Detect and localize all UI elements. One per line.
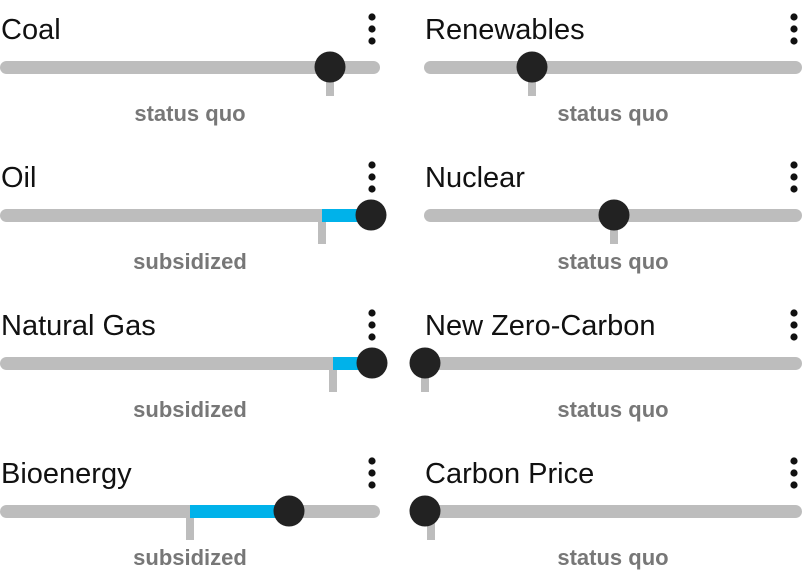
menu-dot[interactable] xyxy=(790,309,798,317)
menu-dot[interactable] xyxy=(368,309,376,317)
menu-dot[interactable] xyxy=(368,185,376,193)
slider-thumb[interactable] xyxy=(598,199,630,231)
slider-track xyxy=(424,357,802,370)
slider-label: Bioenergy xyxy=(1,458,132,490)
default-marker xyxy=(329,364,337,392)
slider-thumb[interactable] xyxy=(409,347,441,379)
menu-dot[interactable] xyxy=(790,481,798,489)
slider-status: subsidized xyxy=(133,397,247,422)
slider-track xyxy=(0,209,380,222)
slider-label: Nuclear xyxy=(425,162,525,194)
menu-dot[interactable] xyxy=(368,37,376,45)
menu-dot[interactable] xyxy=(368,13,376,21)
slider-fill xyxy=(190,505,289,518)
slider-label: Oil xyxy=(1,162,36,194)
menu-dot[interactable] xyxy=(790,185,798,193)
slider-status: status quo xyxy=(557,397,668,422)
menu-dot[interactable] xyxy=(368,173,376,181)
menu-dot[interactable] xyxy=(368,333,376,341)
slider-label: Coal xyxy=(1,14,61,46)
menu-dot[interactable] xyxy=(790,25,798,33)
slider-thumb[interactable] xyxy=(314,51,346,83)
menu-dot[interactable] xyxy=(368,321,376,329)
slider-status: status quo xyxy=(134,101,245,126)
default-marker xyxy=(318,216,326,244)
slider-thumb[interactable] xyxy=(273,495,305,527)
menu-dot[interactable] xyxy=(790,173,798,181)
menu-dot[interactable] xyxy=(368,457,376,465)
menu-dot[interactable] xyxy=(790,457,798,465)
menu-dot[interactable] xyxy=(790,469,798,477)
menu-dot[interactable] xyxy=(368,25,376,33)
slider-status: subsidized xyxy=(133,545,247,570)
menu-dot[interactable] xyxy=(368,481,376,489)
slider-status: subsidized xyxy=(133,249,247,274)
default-marker xyxy=(427,512,435,540)
slider-label: Carbon Price xyxy=(425,458,594,490)
slider-thumb[interactable] xyxy=(409,495,441,527)
slider-status: status quo xyxy=(557,101,668,126)
slider-thumb[interactable] xyxy=(356,347,388,379)
slider-label: Renewables xyxy=(425,14,585,46)
slider-status: status quo xyxy=(557,249,668,274)
slider-thumb[interactable] xyxy=(516,51,548,83)
slider-label: New Zero-Carbon xyxy=(425,310,655,342)
menu-dot[interactable] xyxy=(790,321,798,329)
slider-thumb[interactable] xyxy=(355,199,387,231)
default-marker xyxy=(186,512,194,540)
slider-track xyxy=(424,505,802,518)
menu-dot[interactable] xyxy=(790,37,798,45)
menu-dot[interactable] xyxy=(368,469,376,477)
slider-status: status quo xyxy=(557,545,668,570)
menu-dot[interactable] xyxy=(368,161,376,169)
menu-dot[interactable] xyxy=(790,333,798,341)
menu-dot[interactable] xyxy=(790,161,798,169)
slider-track xyxy=(0,61,380,74)
menu-dot[interactable] xyxy=(790,13,798,21)
slider-label: Natural Gas xyxy=(1,310,156,342)
slider-track xyxy=(0,357,380,370)
slider-track xyxy=(424,61,802,74)
